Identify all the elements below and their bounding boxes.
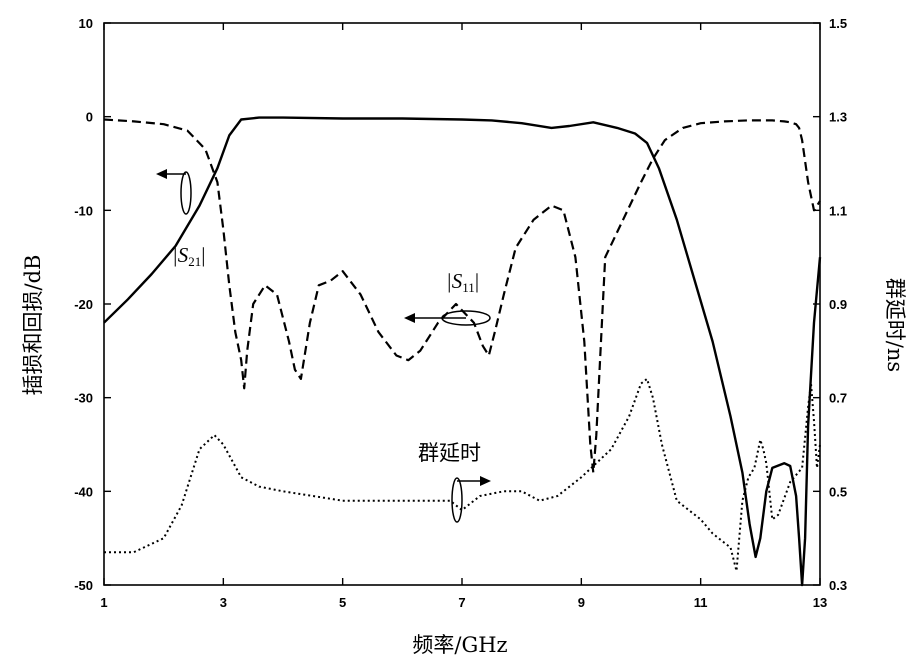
s21-arrow-head [156, 169, 167, 179]
y-tick-label: 10 [79, 16, 93, 31]
plot-lines [103, 116, 822, 587]
x-tick-label: 11 [694, 595, 708, 610]
group-delay-annotation: 群延时 [418, 441, 491, 523]
s11-arrow-head [404, 313, 415, 323]
x-tick-label: 7 [458, 595, 465, 610]
x-tick-label: 5 [339, 595, 346, 610]
x-tick-label: 13 [813, 595, 827, 610]
y-tick-label: -40 [74, 484, 93, 499]
s11-label: |S11| [446, 269, 479, 295]
series-line-dashed [103, 118, 821, 474]
group-delay-arrow-head [480, 476, 491, 486]
group-delay-marker-ellipse [451, 477, 463, 523]
y2-tick-label: 1.5 [829, 16, 847, 31]
y2-tick-label: 0.5 [829, 484, 847, 499]
x-tick-label: 9 [578, 595, 585, 610]
series-line-dotted [104, 377, 821, 572]
y-axis-title: 插损和回损/dB [21, 255, 45, 396]
s11-annotation: |S11| [404, 269, 491, 326]
y2-tick-label: 0.3 [829, 578, 847, 593]
axis-ticks [103, 22, 821, 586]
y-tick-label: -10 [74, 203, 93, 218]
y-tick-label: -50 [74, 578, 93, 593]
s21-label: |S21| [172, 243, 206, 269]
y2-tick-label: 0.9 [829, 297, 847, 312]
x-tick-label: 3 [220, 595, 227, 610]
y-tick-label: -20 [74, 297, 93, 312]
y2-tick-label: 1.3 [829, 110, 847, 125]
y-tick-label: 0 [86, 110, 93, 125]
y2-tick-label: 0.7 [829, 391, 847, 406]
y-tick-label: -30 [74, 391, 93, 406]
s21-annotation: |S21| [156, 169, 206, 269]
y2-tick-label: 1.1 [829, 203, 847, 218]
x-tick-label: 1 [100, 595, 107, 610]
group-delay-label: 群延时 [418, 441, 481, 465]
tick-labels: 1 3 5 7 9 11 13100-10-20-30-40-501.51.31.10.90… [74, 16, 847, 610]
series-line-solid [103, 116, 822, 587]
x-axis-title: 频率/GHz [412, 633, 507, 657]
s21-marker-ellipse [180, 171, 192, 215]
y2-axis-title: 群延时/ns [883, 278, 907, 372]
